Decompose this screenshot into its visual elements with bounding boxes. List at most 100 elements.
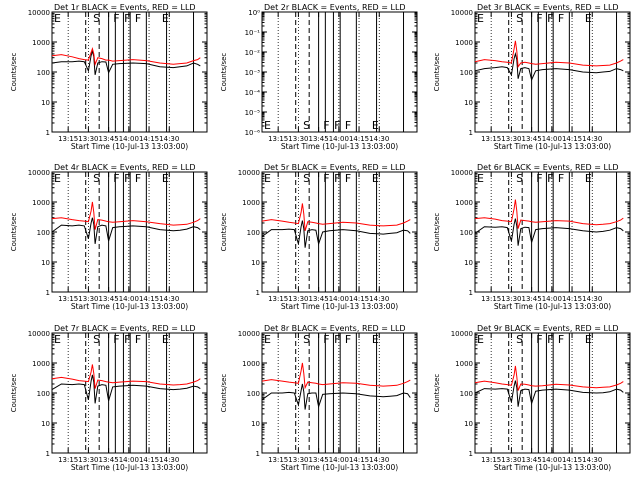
plot-frame — [474, 171, 631, 293]
flag-label: E — [372, 333, 379, 346]
plot-frame — [51, 332, 208, 454]
y-tick-label: 100 — [460, 390, 473, 398]
x-tick-label: 13:45 — [99, 135, 119, 143]
flag-label: S — [303, 172, 310, 185]
x-tick-label: 13:15 — [481, 295, 501, 303]
y-axis-label: Counts/sec — [10, 374, 18, 413]
events-series-line — [474, 51, 624, 82]
flag-label: E — [477, 333, 484, 346]
x-tick-label: 13:30 — [288, 295, 308, 303]
x-axis-label: Start Time (10-Jul-13 13:03:00) — [494, 463, 611, 472]
flag-label: F — [135, 333, 141, 346]
x-tick-label: 13:15 — [268, 135, 288, 143]
x-tick-label: 14:00 — [329, 295, 349, 303]
flag-label: F — [345, 333, 351, 346]
y-tick-label: 10⁻⁴ — [245, 89, 261, 97]
y-tick-label: 10000 — [451, 9, 473, 17]
detector-panel-2: Det 2r BLACK = Events, RED = LLD Counts/s… — [220, 3, 418, 151]
lld-series-line — [261, 203, 411, 231]
flag-label: E — [264, 119, 271, 132]
x-axis-label: Start Time (10-Jul-13 13:03:00) — [494, 302, 611, 311]
y-axis-label: Counts/sec — [220, 213, 228, 252]
detector-panel-1: Det 1r BLACK = Events, RED = LLD Counts/s… — [10, 3, 208, 151]
events-series-line — [474, 218, 624, 246]
x-tick-label: 14:15 — [349, 456, 369, 464]
x-tick-label: 13:15 — [268, 456, 288, 464]
flag-label: F — [558, 12, 564, 25]
flag-label: S — [516, 172, 523, 185]
flag-label: F — [135, 172, 141, 185]
x-tick-label: 13:30 — [501, 295, 521, 303]
flag-label: F — [345, 172, 351, 185]
x-tick-label: 14:15 — [562, 295, 582, 303]
plot-frame — [474, 332, 631, 454]
flag-label: F — [124, 333, 130, 346]
y-axis-label: Counts/sec — [433, 53, 441, 92]
y-tick-label: 10000 — [28, 330, 50, 338]
x-tick-label: 14:30 — [369, 456, 389, 464]
flag-label: F — [558, 172, 564, 185]
events-series-line — [474, 380, 624, 407]
flag-label: F — [334, 333, 340, 346]
y-tick-label: 1 — [46, 450, 50, 458]
y-tick-label: 10000 — [238, 330, 260, 338]
flag-label: E — [264, 172, 271, 185]
flag-label: F — [124, 172, 130, 185]
flag-label: S — [303, 119, 310, 132]
panel-title: Det 7r BLACK = Events, RED = LLD — [54, 324, 196, 333]
y-tick-label: 1000 — [455, 360, 473, 368]
y-tick-label: 10⁻⁵ — [245, 109, 261, 117]
x-tick-label: 13:30 — [501, 135, 521, 143]
x-axis-label: Start Time (10-Jul-13 13:03:00) — [71, 142, 188, 151]
flag-label: F — [334, 119, 340, 132]
panel-title: Det 9r BLACK = Events, RED = LLD — [477, 324, 619, 333]
y-tick-label: 10 — [41, 420, 50, 428]
flag-label: E — [585, 172, 592, 185]
x-tick-label: 14:30 — [582, 295, 602, 303]
x-tick-label: 14:00 — [542, 456, 562, 464]
x-tick-label: 13:45 — [522, 456, 542, 464]
flag-label: S — [93, 333, 100, 346]
flag-label: F — [345, 119, 351, 132]
x-axis-label: Start Time (10-Jul-13 13:03:00) — [281, 142, 398, 151]
y-tick-label: 100 — [37, 390, 50, 398]
x-tick-label: 14:30 — [159, 456, 179, 464]
x-tick-label: 14:00 — [119, 135, 139, 143]
flag-label: F — [547, 172, 553, 185]
y-tick-label: 1 — [46, 289, 50, 297]
y-tick-label: 100 — [247, 390, 260, 398]
flag-label: F — [135, 12, 141, 25]
y-tick-label: 100 — [37, 229, 50, 237]
x-tick-label: 13:15 — [58, 456, 78, 464]
flag-label: E — [477, 12, 484, 25]
x-tick-label: 14:00 — [119, 295, 139, 303]
flag-label: F — [558, 333, 564, 346]
y-tick-label: 10 — [251, 259, 260, 267]
x-tick-label: 14:15 — [562, 456, 582, 464]
flag-label: S — [516, 12, 523, 25]
y-axis-label: Counts/sec — [10, 213, 18, 252]
flag-label: E — [54, 333, 61, 346]
x-tick-label: 14:15 — [139, 295, 159, 303]
y-tick-label: 10000 — [238, 169, 260, 177]
x-axis-label: Start Time (10-Jul-13 13:03:00) — [494, 142, 611, 151]
y-tick-label: 10000 — [28, 169, 50, 177]
lld-series-line — [474, 40, 624, 69]
x-tick-label: 14:00 — [542, 135, 562, 143]
flag-label: E — [162, 12, 169, 25]
x-tick-label: 14:00 — [119, 456, 139, 464]
y-tick-label: 1000 — [242, 199, 260, 207]
flag-label: F — [536, 172, 542, 185]
y-tick-label: 1000 — [455, 39, 473, 47]
y-tick-label: 1 — [469, 129, 473, 137]
lld-series-line — [474, 199, 624, 229]
y-axis-label: Counts/sec — [220, 53, 228, 92]
y-tick-label: 1 — [469, 450, 473, 458]
x-tick-label: 13:45 — [522, 295, 542, 303]
x-tick-label: 13:15 — [58, 135, 78, 143]
flag-label: E — [372, 172, 379, 185]
detector-panel-6: Det 6r BLACK = Events, RED = LLD Counts/s… — [433, 163, 631, 311]
flag-label: E — [585, 333, 592, 346]
x-tick-label: 14:15 — [139, 135, 159, 143]
y-tick-label: 10⁻¹ — [245, 29, 261, 37]
